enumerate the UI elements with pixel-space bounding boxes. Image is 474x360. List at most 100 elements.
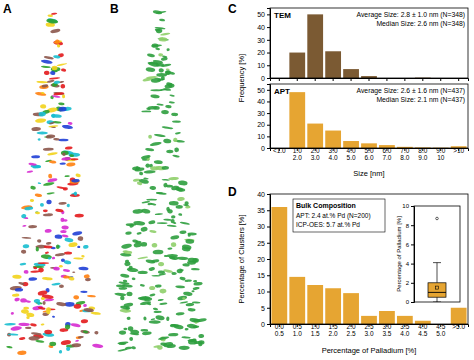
y-tick: 20 — [257, 49, 270, 56]
x-tick-mark — [458, 78, 459, 81]
whisker — [437, 297, 438, 302]
reconstruction-cluster — [151, 44, 162, 47]
reconstruction-cluster — [165, 105, 172, 109]
y-tick-label: 5 — [261, 304, 265, 311]
plot-frame — [270, 194, 468, 324]
x-tick: 3.54.0 — [400, 323, 409, 337]
reconstruction-cluster — [55, 253, 66, 257]
reconstruction-cluster — [173, 222, 177, 224]
reconstruction-cluster — [156, 103, 163, 106]
plot-frame — [414, 206, 460, 302]
reconstruction-cluster — [38, 111, 46, 116]
reconstruction-cluster — [62, 94, 65, 98]
annotation: ICP-OES: 5.7 at.% Pd — [296, 221, 360, 228]
reconstruction-cluster — [46, 307, 52, 312]
reconstruction-cluster — [41, 92, 45, 95]
reconstruction-cluster — [48, 125, 58, 128]
reconstruction-cluster — [53, 92, 64, 96]
reconstruction-cluster — [141, 208, 151, 214]
reconstruction-cluster — [149, 186, 156, 191]
reconstruction-b — [114, 10, 207, 352]
y-tick: 0 — [261, 145, 270, 152]
x-tick: 6.07.0 — [382, 147, 391, 161]
reconstruction-cluster — [192, 286, 199, 290]
reconstruction-cluster — [123, 328, 127, 331]
x-axis-line — [271, 79, 469, 82]
reconstruction-cluster — [58, 139, 68, 142]
reconstruction-cluster — [160, 32, 170, 36]
reconstruction-cluster — [69, 154, 74, 157]
outlier — [436, 217, 439, 220]
y-tick: 10 — [257, 133, 270, 140]
x-tick-label: 3.54.0 — [400, 323, 409, 337]
reconstruction-cluster — [51, 113, 56, 118]
y-tick: 40 — [257, 191, 270, 198]
y-tick-mark — [267, 210, 270, 211]
reconstruction-cluster — [18, 323, 30, 327]
x-tick: 1.02.0 — [293, 147, 302, 161]
reconstruction-cluster — [155, 284, 162, 288]
reconstruction-cluster — [53, 266, 60, 270]
reconstruction-cluster — [125, 259, 130, 263]
y-tick-mark — [267, 275, 270, 276]
y-axis-title: Percentage of Palladium [%] — [396, 216, 402, 292]
reconstruction-cluster — [25, 327, 31, 330]
y-tick-mark — [267, 292, 270, 293]
reconstruction-cluster — [49, 342, 56, 346]
reconstruction-cluster — [171, 215, 176, 219]
reconstruction-cluster — [174, 147, 179, 152]
reconstruction-cluster — [155, 315, 165, 321]
reconstruction-cluster — [48, 257, 52, 259]
reconstruction-cluster — [141, 110, 151, 112]
x-tick-label: >10 — [453, 147, 464, 154]
reconstruction-cluster — [51, 12, 58, 15]
x-tick — [279, 78, 280, 81]
reconstruction-cluster — [155, 47, 160, 50]
reconstruction-cluster — [48, 174, 53, 179]
reconstruction-cluster — [146, 199, 157, 201]
reconstruction-cluster — [45, 251, 49, 254]
x-tick-label: 8.09.0 — [418, 147, 427, 161]
x-tick: 4.55.0 — [436, 323, 445, 337]
reconstruction-cluster — [59, 350, 63, 354]
y-tick-label: 10 — [257, 62, 265, 69]
y-tick-label: 10 — [402, 203, 409, 209]
reconstruction-cluster — [169, 94, 175, 97]
reconstruction-cluster — [28, 336, 40, 341]
x-tick-label: 7.08.0 — [400, 147, 409, 161]
reconstruction-cluster — [73, 257, 83, 260]
reconstruction-cluster — [70, 323, 80, 328]
reconstruction-cluster — [47, 79, 55, 83]
x-tick: 4.05.0 — [347, 147, 356, 161]
x-tick: 1.52.0 — [329, 323, 338, 337]
x-tick-mark — [422, 78, 423, 81]
reconstruction-cluster — [77, 236, 83, 241]
reconstruction-cluster — [58, 202, 66, 205]
y-tick: 40 — [257, 24, 270, 31]
reconstruction-cluster — [185, 206, 191, 209]
reconstruction-cluster — [165, 70, 175, 75]
reconstruction-cluster — [175, 132, 181, 135]
y-tick-mark — [267, 136, 270, 137]
reconstruction-cluster — [38, 268, 44, 273]
reconstruction-cluster — [193, 319, 199, 322]
y-tick-label: 20 — [257, 256, 265, 263]
reconstruction-cluster — [168, 177, 179, 181]
reconstruction-cluster — [144, 170, 156, 174]
reconstruction-cluster — [179, 230, 186, 234]
reconstruction-a — [4, 12, 103, 355]
x-tick-label: 1.02.0 — [293, 147, 302, 161]
x-tick-mark — [351, 78, 352, 81]
y-tick-label: 20 — [257, 121, 265, 128]
reconstruction-cluster — [119, 287, 128, 290]
reconstruction-cluster — [150, 94, 160, 99]
reconstruction-cluster — [63, 269, 70, 273]
reconstruction-cluster — [53, 138, 60, 141]
reconstruction-cluster — [24, 206, 33, 210]
reconstruction-cluster — [54, 80, 61, 84]
y-tick-label: 40 — [257, 24, 265, 31]
x-axis: 0.00.50.51.01.01.51.52.02.02.52.53.03.03… — [271, 323, 469, 337]
reconstruction-cluster — [42, 301, 45, 305]
reconstruction-cluster — [26, 316, 30, 319]
reconstruction-cluster — [61, 68, 67, 72]
